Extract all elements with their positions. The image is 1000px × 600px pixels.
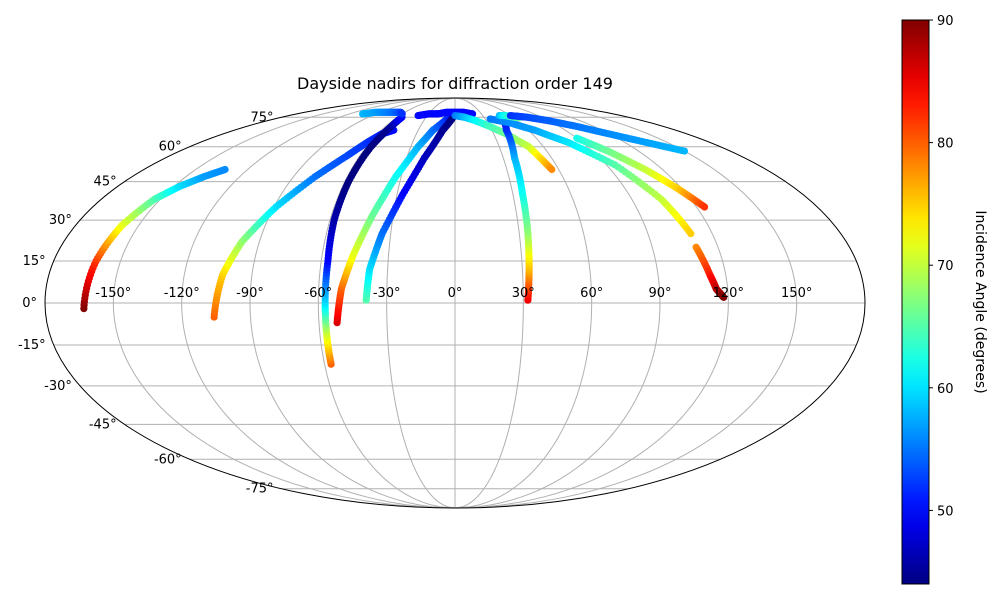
y-tick-label: 75° bbox=[250, 110, 273, 125]
x-tick-labels: -150° -120° -90° -60° -30° 0° 30° 60° 90° 120° 150… bbox=[95, 286, 812, 301]
x-tick-label: -120° bbox=[164, 286, 200, 301]
data-point bbox=[687, 230, 695, 238]
data-point bbox=[548, 165, 556, 174]
colorbar-tick-label: 80 bbox=[937, 137, 954, 152]
data-point bbox=[680, 147, 689, 155]
map-area bbox=[44, 97, 866, 509]
x-tick-label: 150° bbox=[781, 286, 812, 301]
colorbar-tick-label: 60 bbox=[937, 382, 954, 397]
colorbar-tick-label: 90 bbox=[937, 14, 954, 29]
y-tick-labels: -75° -60° -45° -30° -15° 0° 15° 30° 45° 60° 75° bbox=[18, 110, 274, 496]
x-tick-label: -30° bbox=[373, 286, 401, 301]
y-tick-label: 60° bbox=[159, 140, 182, 155]
colorbar-tick-label: 50 bbox=[937, 504, 954, 519]
colorbar-label: Incidence Angle (degrees) bbox=[972, 210, 988, 393]
x-tick-label: 90° bbox=[648, 286, 671, 301]
x-tick-label: -90° bbox=[236, 286, 264, 301]
y-tick-label: 0° bbox=[22, 296, 37, 311]
colorbar-tick-label: 70 bbox=[937, 259, 954, 274]
data-points bbox=[80, 108, 728, 368]
chart-title: Dayside nadirs for diffraction order 149 bbox=[297, 74, 613, 93]
colorbar-ticks: 50 60 70 80 90 bbox=[929, 14, 954, 519]
x-tick-label: 30° bbox=[512, 286, 535, 301]
y-tick-label: -75° bbox=[246, 482, 274, 497]
y-tick-label: 45° bbox=[94, 175, 117, 190]
y-tick-label: -45° bbox=[89, 417, 117, 432]
data-point bbox=[720, 293, 728, 301]
data-point bbox=[221, 165, 229, 174]
data-point bbox=[700, 203, 709, 211]
x-tick-label: -150° bbox=[95, 286, 131, 301]
y-tick-label: -30° bbox=[44, 379, 72, 394]
x-tick-label: 0° bbox=[448, 286, 463, 301]
data-point bbox=[398, 110, 406, 118]
colorbar-gradient bbox=[901, 19, 930, 585]
y-tick-label: -60° bbox=[154, 452, 182, 467]
y-tick-label: 15° bbox=[23, 254, 46, 269]
colorbar: 50 60 70 80 90 Incidence Angle (degrees) bbox=[901, 14, 988, 585]
y-tick-label: 30° bbox=[49, 213, 72, 228]
map-outline bbox=[44, 97, 866, 509]
x-tick-label: 60° bbox=[580, 286, 603, 301]
x-tick-label: -60° bbox=[304, 286, 332, 301]
x-tick-label: 120° bbox=[713, 286, 744, 301]
y-tick-label: -15° bbox=[18, 338, 46, 353]
